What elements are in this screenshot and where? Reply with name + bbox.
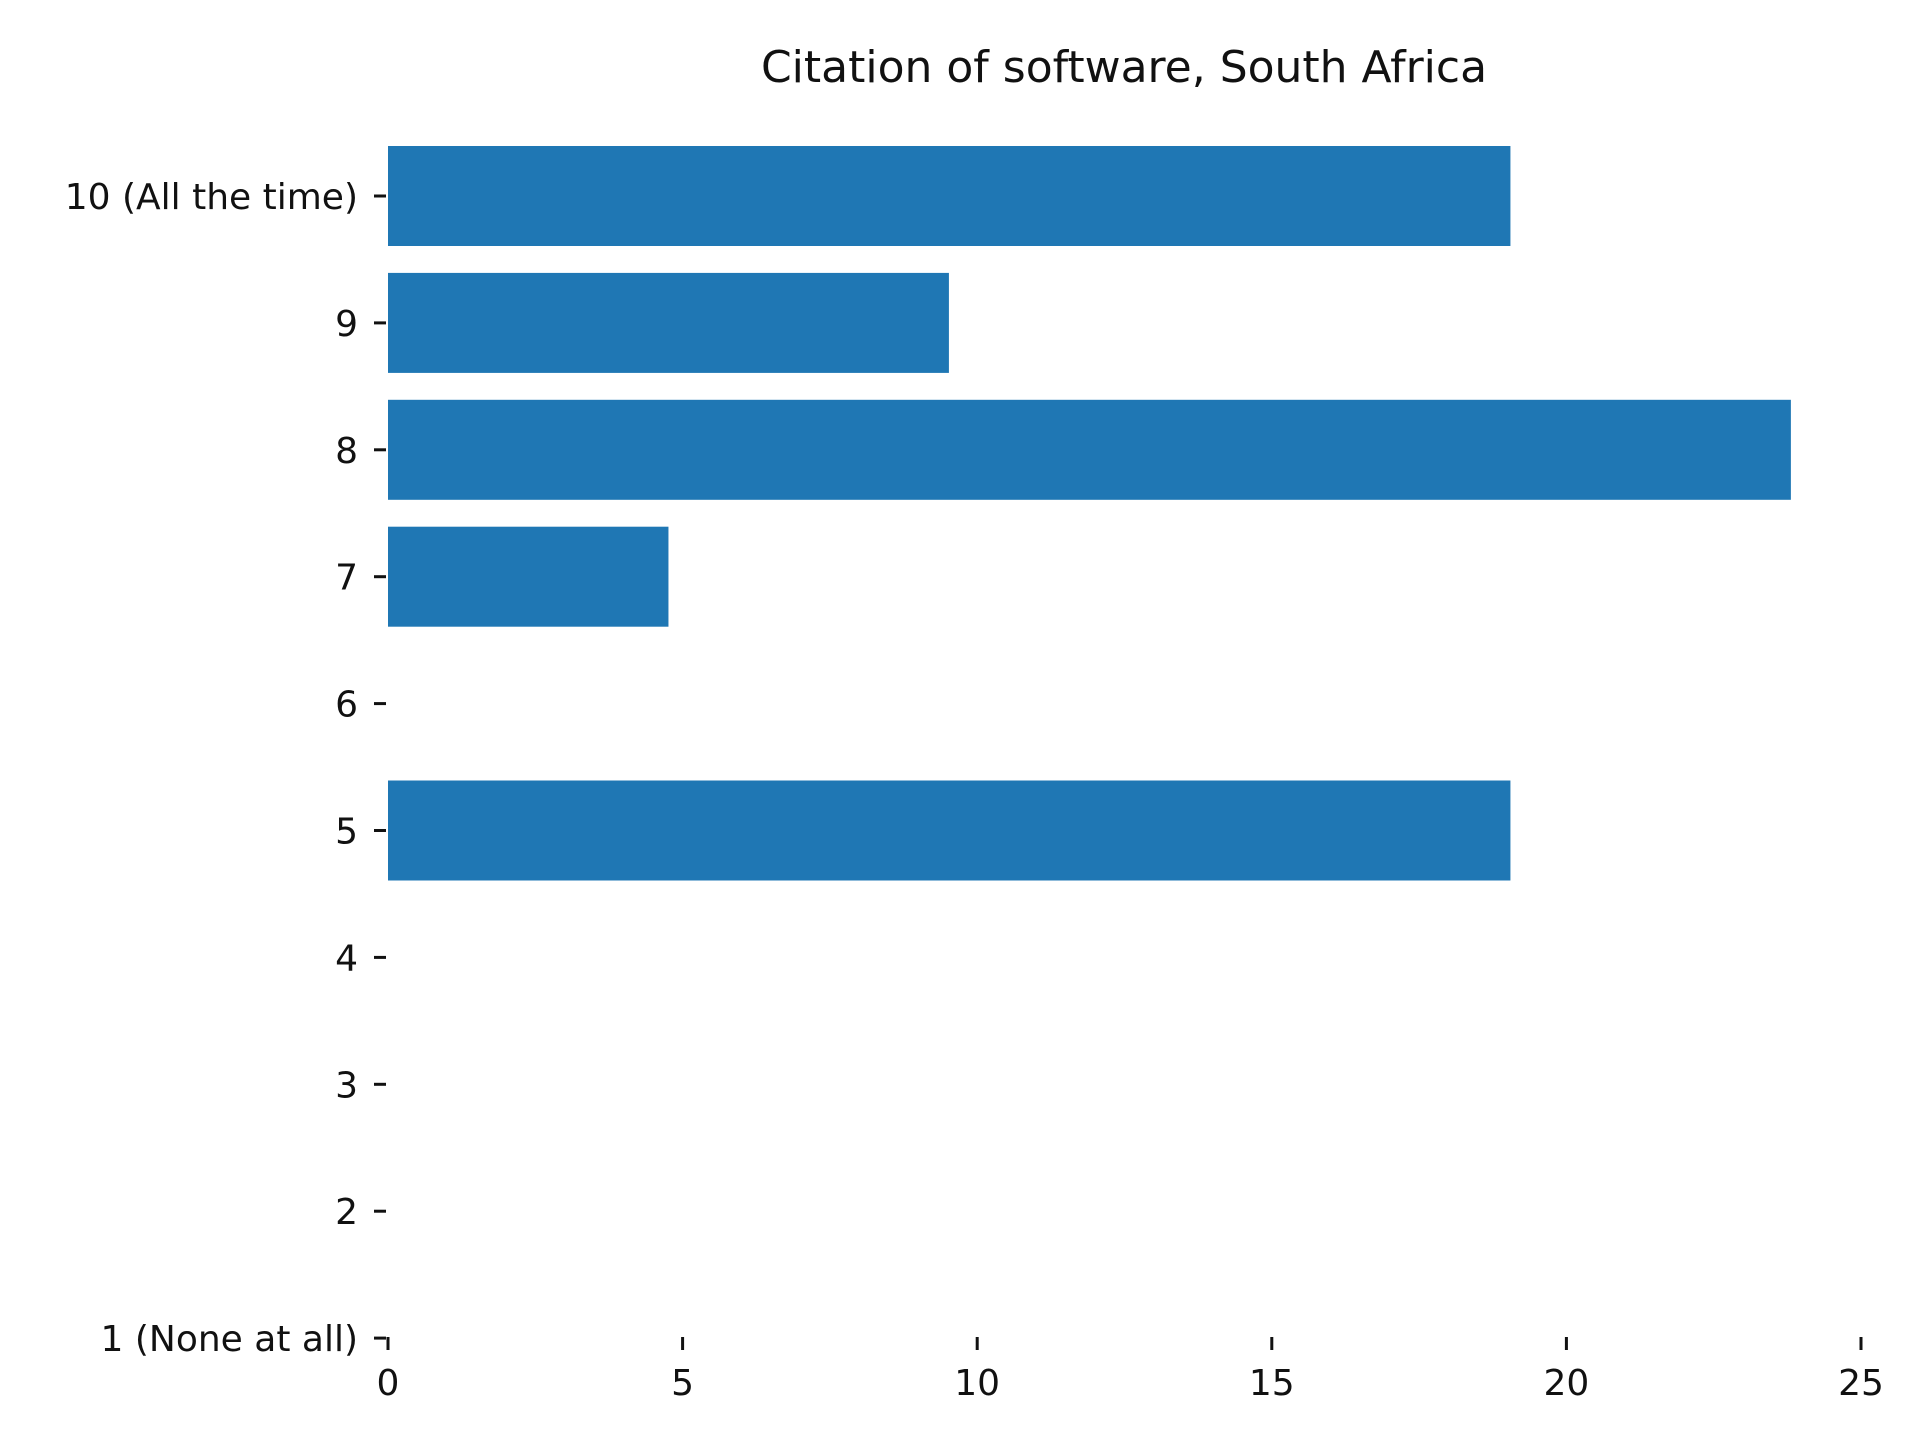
y-tick-label: 7 [335,558,358,599]
x-tick-label: 10 [954,1363,1000,1404]
chart-title: Citation of software, South Africa [761,42,1487,93]
y-tick-label: 6 [335,685,358,726]
x-tick-label: 20 [1543,1363,1589,1404]
y-tick-label: 10 (All the time) [65,177,358,218]
y-axis: 1 (None at all) 2 3 4 5 6 7 8 9 10 (All the time) [65,177,386,1360]
y-tick-label: 3 [335,1065,358,1106]
x-tick-label: 25 [1838,1363,1884,1404]
x-tick-label: 5 [671,1363,694,1404]
y-tick-label: 9 [335,304,358,345]
x-axis: 0 5 10 15 20 25 [377,1337,1884,1404]
x-tick-label: 0 [377,1363,400,1404]
bar-5 [388,780,1511,881]
bar-10 [388,146,1511,246]
y-tick-label: 5 [335,812,358,853]
y-tick-label: 2 [335,1192,358,1233]
y-tick-label: 4 [335,938,358,979]
bar-7 [388,526,669,627]
x-tick-label: 15 [1249,1363,1295,1404]
bars-group [388,146,1791,881]
bar-8 [388,399,1791,500]
y-tick-label: 1 (None at all) [101,1319,358,1360]
bar-9 [388,272,949,373]
y-tick-label: 8 [335,431,358,472]
